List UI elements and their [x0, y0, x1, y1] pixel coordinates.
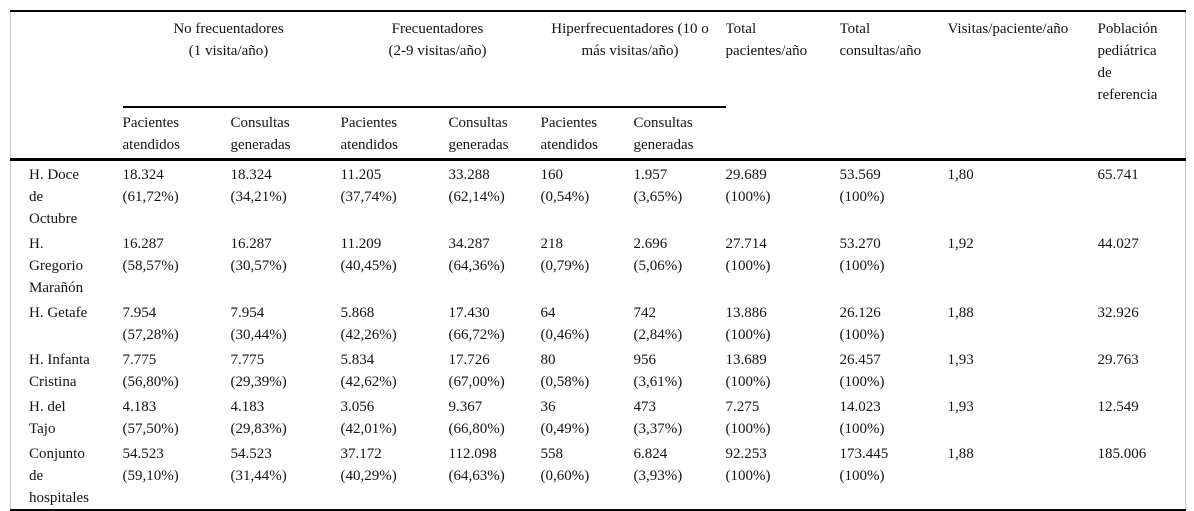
- hospital-name-cell: Conjunto de hospitales: [29, 446, 89, 506]
- data-cell: 92.253 (100%): [725, 446, 771, 484]
- data-cell: 1,88: [947, 305, 974, 321]
- sub-header-pacientes-atendidos-2: Pacientes atendidos: [340, 107, 449, 161]
- data-cell: 65.741: [1097, 167, 1139, 183]
- data-cell: 173.445 (100%): [839, 446, 889, 484]
- data-cell: 33.288 (62,14%): [448, 167, 505, 205]
- hospital-name-cell: H. Infanta Cristina: [29, 352, 90, 390]
- data-cell: 53.569 (100%): [839, 167, 885, 205]
- data-cell: 218 (0,79%): [540, 236, 590, 274]
- data-cell: 44.027: [1097, 236, 1139, 252]
- data-cell: 53.270 (100%): [839, 236, 885, 274]
- data-cell: 185.006: [1097, 446, 1147, 462]
- group-header-no-frecuentadores: No frecuentadores (1 visita/año): [122, 11, 341, 108]
- data-cell: 1,93: [947, 399, 974, 415]
- table-row: Conjunto de hospitales 54.523 (59,10%) 54.…: [11, 440, 1186, 510]
- sub-header-consultas-generadas-2: Consultas generadas: [448, 107, 541, 161]
- data-cell: 1,88: [947, 446, 974, 462]
- data-cell: 7.954 (30,44%): [230, 305, 287, 343]
- data-cell: 558 (0,60%): [540, 446, 590, 484]
- sub-header-consultas-generadas-1: Consultas generadas: [230, 107, 341, 161]
- data-cell: 36 (0,49%): [540, 399, 590, 437]
- table-row: H. Gregorio Marañón 16.287 (58,57%) 16.287…: [11, 230, 1186, 299]
- sub-header-pacientes-atendidos-3: Pacientes atendidos: [540, 107, 634, 161]
- data-cell: 7.775 (29,39%): [230, 352, 287, 390]
- table-row: H. Getafe 7.954 (57,28%) 7.954 (30,44%) 5.8…: [11, 299, 1186, 346]
- data-cell: 4.183 (57,50%): [122, 399, 179, 437]
- table-header: No frecuentadores (1 visita/año) Frecuen…: [10, 11, 1186, 161]
- column-header-poblacion-pediatrica: Población pediátrica de referencia: [1097, 11, 1186, 161]
- data-cell: 32.926: [1097, 305, 1139, 321]
- corner-cell: [10, 11, 123, 161]
- group-header-frecuentadores: Frecuentadores (2-9 visitas/año): [340, 11, 541, 108]
- hospital-name-cell: H. Doce de Octubre: [29, 167, 79, 227]
- data-cell: 742 (2,84%): [633, 305, 683, 343]
- group-header-row: No frecuentadores (1 visita/año) Frecuen…: [10, 11, 1186, 161]
- hospital-name-cell: H. del Tajo: [29, 399, 66, 437]
- data-cell: 17.430 (66,72%): [448, 305, 505, 343]
- data-cell: 29.763: [1097, 352, 1139, 368]
- data-cell: 9.367 (66,80%): [448, 399, 505, 437]
- data-cell: 1,92: [947, 236, 974, 252]
- sub-header-consultas-generadas-3: Consultas generadas: [633, 107, 726, 161]
- data-cell: 5.868 (42,26%): [340, 305, 397, 343]
- data-cell: 2.696 (5,06%): [633, 236, 683, 274]
- data-cell: 11.205 (37,74%): [340, 167, 397, 205]
- column-header-total-consultas: Total consultas/año: [839, 11, 948, 161]
- data-cell: 7.954 (57,28%): [122, 305, 179, 343]
- data-cell: 13.886 (100%): [725, 305, 771, 343]
- hospital-frequency-table-container: No frecuentadores (1 visita/año) Frecuen…: [10, 10, 1186, 511]
- data-cell: 16.287 (30,57%): [230, 236, 287, 274]
- data-cell: 3.056 (42,01%): [340, 399, 397, 437]
- data-cell: 27.714 (100%): [725, 236, 771, 274]
- table-row: H. del Tajo 4.183 (57,50%) 4.183 (29,83%) 3…: [11, 393, 1186, 440]
- data-cell: 54.523 (31,44%): [230, 446, 287, 484]
- data-cell: 17.726 (67,00%): [448, 352, 505, 390]
- data-cell: 160 (0,54%): [540, 167, 590, 205]
- data-cell: 29.689 (100%): [725, 167, 771, 205]
- data-cell: 13.689 (100%): [725, 352, 771, 390]
- data-cell: 7.275 (100%): [725, 399, 771, 437]
- table-row: H. Doce de Octubre 18.324 (61,72%) 18.324 …: [11, 160, 1186, 231]
- sub-header-row: Pacientes atendidos Consultas generadas …: [11, 107, 1186, 161]
- data-cell: 4.183 (29,83%): [230, 399, 287, 437]
- data-cell: 34.287 (64,36%): [448, 236, 505, 274]
- data-cell: 112.098 (64,63%): [448, 446, 505, 484]
- hospital-frequency-table: No frecuentadores (1 visita/año) Frecuen…: [10, 10, 1186, 511]
- hospital-name-cell: H. Getafe: [29, 305, 88, 321]
- data-cell: 37.172 (40,29%): [340, 446, 397, 484]
- data-cell: 956 (3,61%): [633, 352, 683, 390]
- data-cell: 1.957 (3,65%): [633, 167, 683, 205]
- data-cell: 18.324 (61,72%): [122, 167, 179, 205]
- column-header-visitas-paciente: Visitas/paciente/año: [947, 11, 1098, 161]
- data-cell: 5.834 (42,62%): [340, 352, 397, 390]
- data-cell: 7.775 (56,80%): [122, 352, 179, 390]
- data-cell: 26.126 (100%): [839, 305, 885, 343]
- data-cell: 12.549: [1097, 399, 1139, 415]
- data-cell: 64 (0,46%): [540, 305, 590, 343]
- column-header-total-pacientes: Total pacientes/año: [725, 11, 840, 161]
- hospital-name-cell: H. Gregorio Marañón: [29, 236, 84, 296]
- data-cell: 16.287 (58,57%): [122, 236, 179, 274]
- table-body: H. Doce de Octubre 18.324 (61,72%) 18.324 …: [11, 160, 1186, 511]
- group-header-hiperfrecuentadores: Hiperfrecuentadores (10 o más visitas/añ…: [540, 11, 726, 108]
- data-cell: 1,80: [947, 167, 974, 183]
- data-cell: 6.824 (3,93%): [633, 446, 683, 484]
- data-cell: 18.324 (34,21%): [230, 167, 287, 205]
- table-row: H. Infanta Cristina 7.775 (56,80%) 7.775 (…: [11, 346, 1186, 393]
- sub-header-pacientes-atendidos-1: Pacientes atendidos: [122, 107, 231, 161]
- data-cell: 473 (3,37%): [633, 399, 683, 437]
- data-cell: 11.209 (40,45%): [340, 236, 397, 274]
- data-cell: 80 (0,58%): [540, 352, 590, 390]
- data-cell: 54.523 (59,10%): [122, 446, 179, 484]
- data-cell: 1,93: [947, 352, 974, 368]
- data-cell: 14.023 (100%): [839, 399, 885, 437]
- data-cell: 26.457 (100%): [839, 352, 885, 390]
